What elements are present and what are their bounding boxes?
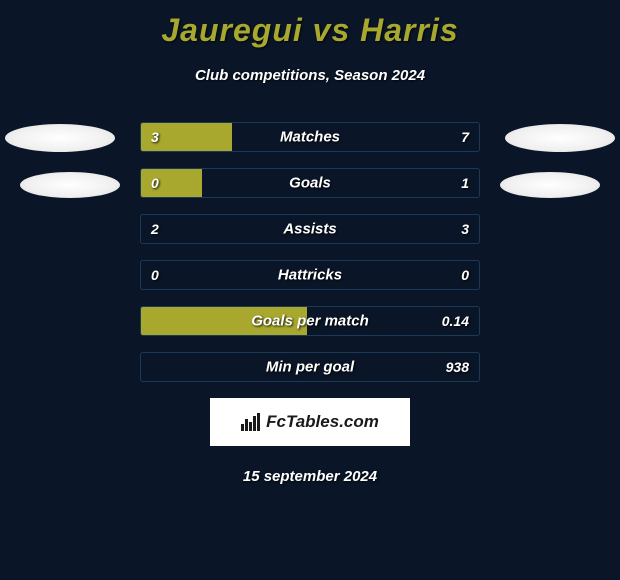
stat-label: Goals per match bbox=[251, 313, 369, 330]
stat-row: 0 Hattricks 0 bbox=[140, 260, 480, 290]
branding-badge: FcTables.com bbox=[210, 398, 410, 446]
footer-date: 15 september 2024 bbox=[0, 468, 620, 485]
stats-container: 3 Matches 7 0 Goals 1 2 Assists 3 0 Hattricks 0 Goal… bbox=[0, 122, 620, 382]
stat-value-right: 1 bbox=[461, 175, 469, 191]
branding-text: FcTables.com bbox=[266, 412, 379, 432]
stat-label: Hattricks bbox=[278, 267, 342, 284]
stat-value-right: 3 bbox=[461, 221, 469, 237]
stat-value-right: 0 bbox=[461, 267, 469, 283]
player-left-avatar bbox=[5, 124, 115, 152]
stat-value-left: 0 bbox=[151, 267, 159, 283]
stat-value-left: 2 bbox=[151, 221, 159, 237]
player-left-shadow bbox=[20, 172, 120, 198]
player-right-avatar bbox=[505, 124, 615, 152]
stat-label: Matches bbox=[280, 129, 340, 146]
player-right-shadow bbox=[500, 172, 600, 198]
comparison-infographic: Jauregui vs Harris Club competitions, Se… bbox=[0, 0, 620, 495]
stat-row: 3 Matches 7 bbox=[140, 122, 480, 152]
stat-value-left: 0 bbox=[151, 175, 159, 191]
stat-value-left: 3 bbox=[151, 129, 159, 145]
stat-value-right: 0.14 bbox=[442, 313, 469, 329]
stat-value-right: 938 bbox=[446, 359, 469, 375]
stat-value-right: 7 bbox=[461, 129, 469, 145]
stat-row: Goals per match 0.14 bbox=[140, 306, 480, 336]
stat-row: 0 Goals 1 bbox=[140, 168, 480, 198]
page-title: Jauregui vs Harris bbox=[0, 12, 620, 49]
subtitle: Club competitions, Season 2024 bbox=[0, 67, 620, 84]
stat-label: Goals bbox=[289, 175, 331, 192]
stat-label: Assists bbox=[283, 221, 336, 238]
stat-label: Min per goal bbox=[266, 359, 354, 376]
chart-icon bbox=[241, 413, 260, 431]
stat-row: 2 Assists 3 bbox=[140, 214, 480, 244]
stats-area: 3 Matches 7 0 Goals 1 2 Assists 3 0 Hattricks 0 Goal… bbox=[0, 122, 620, 382]
stat-row: Min per goal 938 bbox=[140, 352, 480, 382]
